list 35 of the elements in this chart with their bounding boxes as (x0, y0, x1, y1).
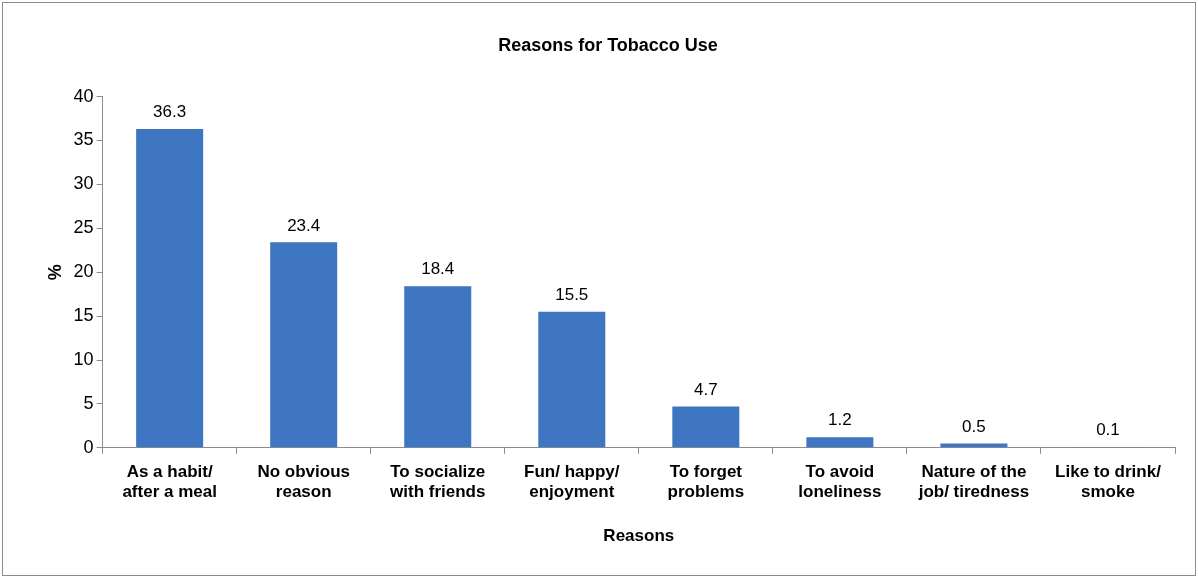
x-axis-title: Reasons (603, 526, 675, 546)
data-label: 15.5 (555, 284, 589, 304)
y-tick-label: 0 (83, 436, 94, 457)
x-tick-label: Like to drink/ smoke (1055, 461, 1162, 502)
bar (270, 242, 338, 448)
data-label: 18.4 (421, 259, 455, 279)
bar (672, 406, 740, 448)
data-label: 4.7 (694, 379, 718, 399)
bar (404, 286, 472, 448)
y-tick-label: 30 (73, 173, 94, 194)
data-label: 1.2 (828, 410, 852, 430)
y-axis-title: % (44, 264, 65, 281)
y-tick-label: 25 (73, 217, 94, 238)
y-tick-label: 15 (73, 305, 94, 326)
data-label: 0.5 (962, 416, 986, 436)
data-label: 23.4 (287, 215, 321, 235)
y-tick-label: 40 (73, 85, 94, 106)
x-tick-label: To forget problems (667, 461, 745, 502)
x-tick-label: To socialize with friends (389, 461, 486, 502)
x-tick-label: Fun/ happy/ enjoyment (524, 461, 620, 502)
y-tick-label: 20 (73, 261, 94, 282)
bar (940, 443, 1008, 448)
chart-title: Reasons for Tobacco Use (498, 34, 718, 55)
data-label: 0.1 (1096, 420, 1120, 440)
x-tick-label: As a habit/ after a meal (122, 461, 217, 502)
x-tick-label: To avoid loneliness (798, 461, 882, 502)
y-tick-label: 35 (73, 129, 94, 150)
y-tick-label: 10 (73, 348, 94, 369)
bar (806, 437, 874, 448)
bar (538, 311, 606, 448)
x-tick-label: No obvious reason (257, 461, 350, 502)
x-tick-label: Nature of the job/ tiredness (917, 461, 1030, 502)
data-label: 36.3 (153, 102, 187, 122)
y-tick-label: 5 (83, 392, 94, 413)
bar (136, 129, 204, 448)
